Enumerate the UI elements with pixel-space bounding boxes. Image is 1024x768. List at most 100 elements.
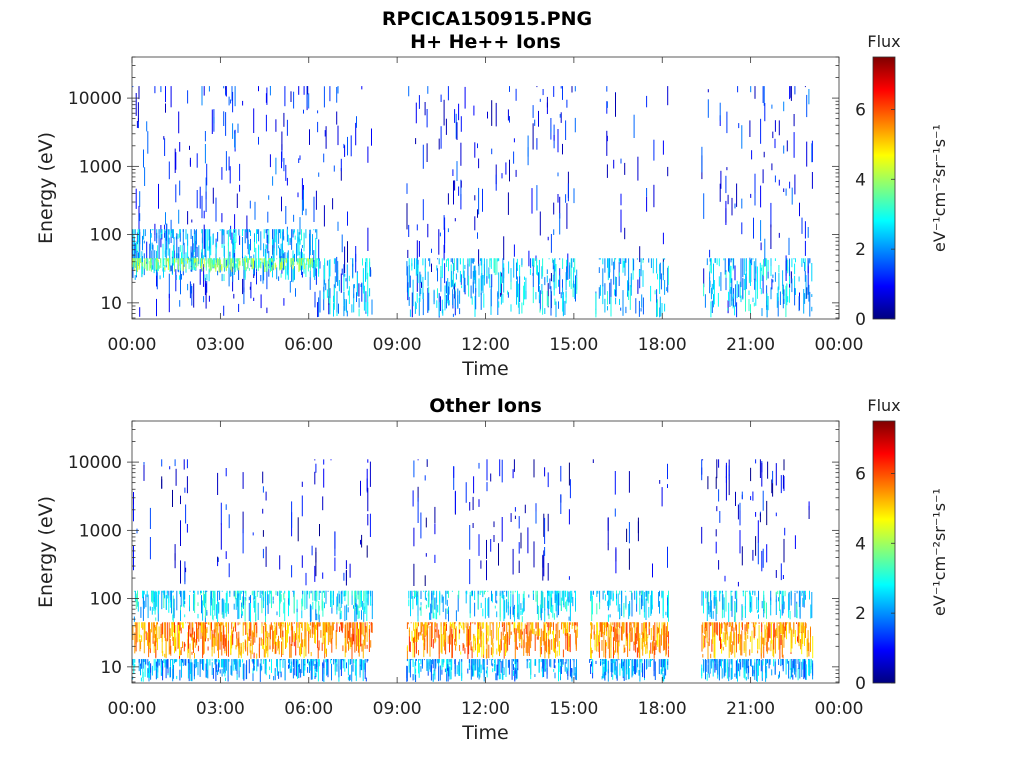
heatmap-cell — [597, 622, 599, 647]
heatmap-cell — [604, 258, 606, 273]
heatmap-cell — [740, 659, 742, 663]
heatmap-cell — [285, 265, 287, 280]
heatmap-cell — [132, 229, 134, 239]
heatmap-cell — [356, 622, 358, 629]
heatmap-cell — [600, 622, 602, 637]
heatmap-cell — [240, 652, 242, 659]
heatmap-cell — [524, 623, 526, 629]
heatmap-cell — [323, 623, 325, 634]
heatmap-cell — [277, 591, 279, 596]
heatmap-cell — [462, 622, 464, 630]
heatmap-cell — [624, 162, 626, 175]
heatmap-cell — [547, 296, 549, 307]
heatmap-cell — [184, 572, 186, 585]
heatmap-cell — [178, 246, 180, 266]
heatmap-cell — [721, 668, 723, 679]
heatmap-cell — [299, 646, 301, 656]
heatmap-cell — [726, 111, 728, 134]
heatmap-cell — [726, 659, 728, 679]
heatmap-cell — [720, 637, 721, 649]
heatmap-cell — [205, 229, 207, 235]
heatmap-cell — [431, 593, 433, 608]
heatmap-cell — [514, 659, 516, 665]
heatmap-cell — [748, 659, 750, 661]
heatmap-cell — [338, 303, 339, 314]
heatmap-cell — [180, 560, 181, 584]
heatmap-cell — [490, 258, 492, 269]
heatmap-cell — [421, 281, 422, 288]
heatmap-cell — [363, 285, 365, 311]
heatmap-cell — [265, 229, 267, 234]
heatmap-cell — [149, 258, 151, 260]
heatmap-cell — [756, 597, 758, 610]
heatmap-cell — [184, 561, 186, 582]
heatmap-cell — [172, 636, 174, 646]
heatmap-cell — [202, 632, 204, 659]
heatmap-cell — [280, 622, 281, 638]
heatmap-cell — [480, 602, 482, 608]
heatmap-cell — [479, 258, 481, 261]
heatmap-cell — [478, 158, 480, 169]
heatmap-cell — [540, 600, 542, 621]
heatmap-cell — [299, 217, 301, 235]
heatmap-cell — [541, 266, 543, 279]
heatmap-cell — [275, 264, 277, 268]
heatmap-cell — [270, 622, 272, 630]
heatmap-cell — [168, 161, 170, 180]
heatmap-cell — [746, 590, 748, 592]
heatmap-cell — [477, 143, 478, 149]
heatmap-cell — [226, 260, 228, 266]
heatmap-cell — [474, 142, 476, 158]
heatmap-cell — [478, 462, 480, 469]
heatmap-cell — [771, 104, 773, 109]
heatmap-cell — [589, 659, 591, 663]
heatmap-cell — [292, 258, 294, 260]
heatmap-cell — [633, 622, 635, 628]
heatmap-cell — [152, 229, 154, 231]
heatmap-cell — [546, 632, 547, 653]
heatmap-cell — [284, 259, 286, 270]
heatmap-cell — [804, 626, 805, 646]
heatmap-cell — [773, 623, 775, 650]
heatmap-cell — [591, 596, 593, 615]
heatmap-cell — [568, 509, 570, 525]
heatmap-cell — [197, 613, 199, 619]
heatmap-cell — [328, 260, 330, 279]
heatmap-cell — [292, 626, 294, 643]
heatmap-cell — [720, 590, 722, 594]
heatmap-cell — [261, 626, 263, 634]
heatmap-cell — [355, 590, 357, 603]
heatmap-cell — [242, 100, 244, 106]
heatmap-cell — [205, 283, 207, 309]
heatmap-cell — [166, 659, 168, 668]
heatmap-cell — [778, 272, 780, 290]
heatmap-cell — [250, 595, 251, 603]
heatmap-cell — [654, 622, 656, 642]
heatmap-cell — [454, 622, 456, 624]
heatmap-cell — [439, 590, 441, 603]
heatmap-cell — [609, 614, 611, 618]
heatmap-cell — [547, 472, 549, 488]
heatmap-cell — [158, 626, 160, 640]
heatmap-cell — [702, 622, 704, 633]
heatmap-cell — [411, 630, 413, 642]
heatmap-cell — [566, 667, 568, 674]
heatmap-cell — [282, 229, 284, 231]
heatmap-cell — [765, 659, 767, 673]
heatmap-cell — [478, 674, 480, 680]
heatmap-cell — [786, 284, 788, 288]
heatmap-cell — [155, 617, 157, 621]
heatmap-cell — [315, 229, 317, 233]
heatmap-cell — [789, 181, 791, 189]
heatmap-cell — [249, 200, 251, 209]
heatmap-cell — [615, 276, 617, 290]
heatmap-cell — [132, 86, 134, 88]
heatmap-cell — [486, 539, 487, 559]
heatmap-cell — [287, 260, 289, 280]
heatmap-cell — [424, 267, 426, 272]
heatmap-cell — [542, 290, 544, 306]
heatmap-cell — [225, 622, 227, 627]
heatmap-cell — [262, 639, 264, 649]
heatmap-cell — [185, 264, 187, 270]
heatmap-cell — [366, 622, 368, 642]
